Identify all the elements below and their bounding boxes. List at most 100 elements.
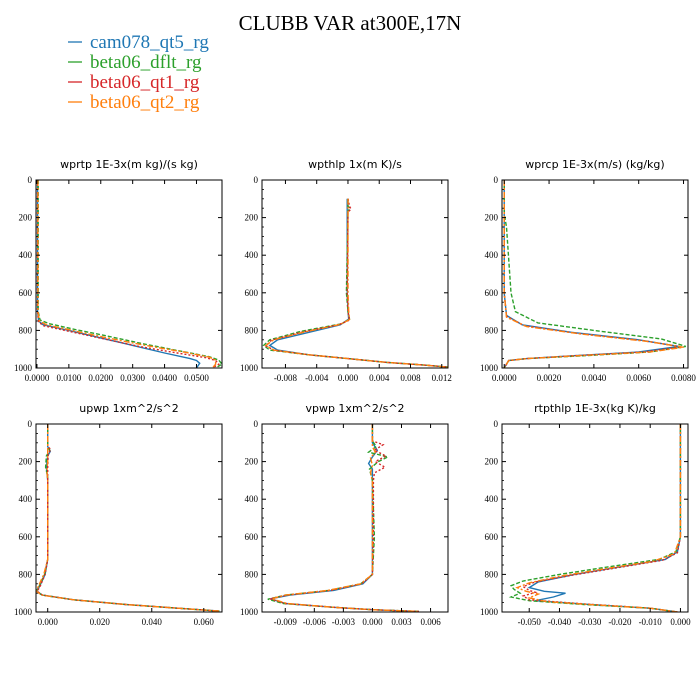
y-tick-label: 400 <box>245 494 259 504</box>
y-tick-label: 800 <box>485 325 499 335</box>
legend-entry: beta06_qt1_rg <box>68 72 200 93</box>
y-tick-label: 400 <box>245 250 259 260</box>
y-tick-label: 1000 <box>480 363 499 373</box>
series-line <box>36 180 220 368</box>
y-tick-label: 400 <box>485 250 499 260</box>
y-tick-label: 800 <box>245 325 259 335</box>
panel-title: wpthlp 1x(m K)/s <box>308 158 402 171</box>
series-line <box>269 424 419 612</box>
x-tick-label: -0.009 <box>274 617 298 627</box>
y-tick-label: 400 <box>19 494 33 504</box>
y-tick-label: 1000 <box>14 363 33 373</box>
series-line <box>521 424 682 612</box>
y-tick-label: 1000 <box>240 363 259 373</box>
x-tick-label: 0.040 <box>142 617 163 627</box>
series-line <box>262 198 448 368</box>
series-line <box>503 180 684 368</box>
series-line <box>503 180 680 368</box>
x-tick-label: 0.0300 <box>120 373 145 383</box>
y-tick-label: 600 <box>485 532 499 542</box>
legend-entry: beta06_dflt_rg <box>68 52 202 73</box>
panel-title: rtpthlp 1E-3x(kg K)/kg <box>534 402 656 415</box>
series-line <box>36 424 220 612</box>
y-tick-label: 200 <box>485 213 499 223</box>
x-tick-label: 0.0040 <box>582 373 607 383</box>
plot-frame <box>35 179 223 369</box>
x-tick-label: -0.010 <box>639 617 663 627</box>
y-tick-label: 600 <box>19 288 33 298</box>
x-tick-label: 0.006 <box>420 617 441 627</box>
y-tick-label: 800 <box>19 569 33 579</box>
x-tick-label: 0.0060 <box>626 373 651 383</box>
y-tick-label: 200 <box>485 457 499 467</box>
chart-panel: wprcp 1E-3x(m/s) (kg/kg) 0 200 400 600 800 100… <box>480 158 696 383</box>
panel-title: wprtp 1E-3x(m kg)/(s kg) <box>60 158 198 171</box>
legend: cam078_qt5_rgbeta06_dflt_rgbeta06_qt1_rg… <box>68 32 209 113</box>
y-tick-label: 600 <box>245 532 259 542</box>
x-tick-label: 0.0200 <box>88 373 113 383</box>
plot-frame <box>35 423 223 613</box>
y-tick-label: 400 <box>485 494 499 504</box>
series-line <box>503 180 682 368</box>
legend-label: beta06_qt2_rg <box>90 92 200 113</box>
y-tick-label: 1000 <box>14 607 33 617</box>
x-tick-label: -0.020 <box>608 617 632 627</box>
y-tick-label: 800 <box>485 569 499 579</box>
x-tick-label: 0.003 <box>391 617 412 627</box>
x-tick-label: 0.008 <box>400 373 421 383</box>
panel-title: vpwp 1xm^2/s^2 <box>305 402 404 415</box>
y-tick-label: 0 <box>28 175 33 185</box>
x-tick-label: 0.000 <box>362 617 383 627</box>
series-line <box>269 424 419 612</box>
x-tick-label: -0.030 <box>578 617 602 627</box>
series-line <box>267 424 419 612</box>
y-tick-label: 200 <box>245 457 259 467</box>
legend-label: beta06_qt1_rg <box>90 72 200 93</box>
chart-panel: upwp 1xm^2/s^2 0 200 400 600 800 1000 0.000 0.02… <box>14 402 223 627</box>
series-line <box>36 424 220 612</box>
series-line <box>36 424 220 612</box>
series-line <box>36 180 201 368</box>
legend-entry: beta06_qt2_rg <box>68 92 200 113</box>
series-line <box>264 198 448 368</box>
series-line <box>270 424 419 612</box>
plot-frame <box>261 179 449 369</box>
x-tick-label: 0.0020 <box>537 373 562 383</box>
chart-panel: wpthlp 1x(m K)/s 0 200 400 600 800 1000 -0.008-… <box>240 158 452 383</box>
x-tick-label: 0.0400 <box>152 373 177 383</box>
x-tick-label: 0.0100 <box>56 373 81 383</box>
panels: wprtp 1E-3x(m kg)/(s kg) 0 200 400 600 800 100… <box>14 158 696 627</box>
y-tick-label: 0 <box>254 175 259 185</box>
panel-title: upwp 1xm^2/s^2 <box>79 402 179 415</box>
x-tick-label: -0.008 <box>274 373 298 383</box>
chart-panel: rtpthlp 1E-3x(kg K)/kg 0 200 400 600 800 1000 -… <box>480 402 691 627</box>
y-tick-label: 200 <box>19 457 33 467</box>
chart-panel: vpwp 1xm^2/s^2 0 200 400 600 800 1000 -0.009 -0.… <box>240 402 449 627</box>
series-line <box>503 180 687 368</box>
series-line <box>515 424 682 612</box>
panel-title: wprcp 1E-3x(m/s) (kg/kg) <box>525 158 664 171</box>
x-tick-label: 0.0000 <box>25 373 50 383</box>
y-tick-label: 0 <box>254 419 259 429</box>
y-tick-label: 600 <box>245 288 259 298</box>
legend-label: beta06_dflt_rg <box>90 52 202 73</box>
plot-frame <box>501 179 689 369</box>
plot-frame <box>261 423 449 613</box>
y-tick-label: 1000 <box>480 607 499 617</box>
x-tick-label: 0.0000 <box>492 373 517 383</box>
series-line <box>37 180 222 368</box>
legend-label: cam078_qt5_rg <box>90 32 209 53</box>
x-tick-label: 0.000 <box>38 617 59 627</box>
x-tick-label: 0.060 <box>194 617 215 627</box>
x-tick-label: 0.012 <box>432 373 452 383</box>
y-tick-label: 400 <box>19 250 33 260</box>
x-tick-label: -0.003 <box>332 617 356 627</box>
legend-entry: cam078_qt5_rg <box>68 32 209 53</box>
y-tick-label: 200 <box>245 213 259 223</box>
x-tick-label: 0.000 <box>670 617 691 627</box>
x-tick-label: 0.0080 <box>671 373 696 383</box>
y-tick-label: 0 <box>494 419 499 429</box>
x-tick-label: 0.004 <box>369 373 390 383</box>
x-tick-label: -0.040 <box>548 617 572 627</box>
